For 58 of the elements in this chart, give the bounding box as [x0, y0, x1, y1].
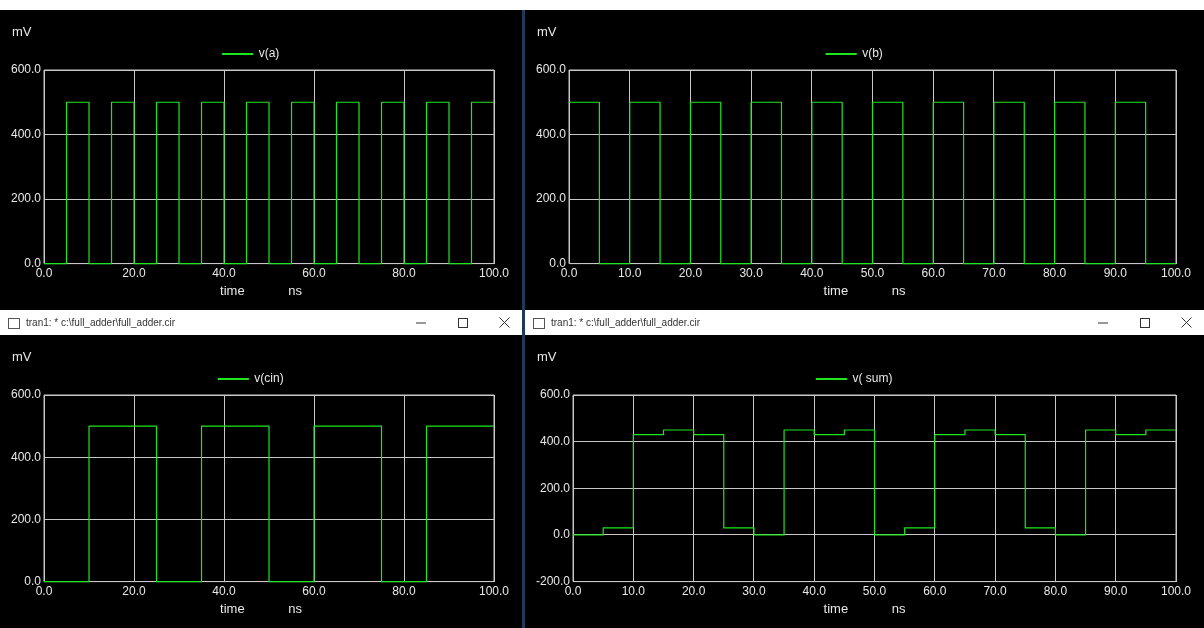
x-tick-label: 100.0 [1160, 266, 1192, 281]
y-tick-label: 600.0 [11, 62, 42, 77]
x-tick-label: 60.0 [302, 266, 327, 281]
x-tick-label: 20.0 [678, 266, 703, 281]
y-tick-label: 0.0 [553, 527, 571, 542]
x-tick-label: 50.0 [862, 584, 887, 599]
x-tick-label: 70.0 [982, 266, 1006, 281]
x-tick-label: 60.0 [921, 266, 946, 281]
x-tick-label: 80.0 [1042, 266, 1067, 281]
y-tick-label: 400.0 [11, 449, 42, 464]
x-tick-label: 90.0 [1103, 266, 1128, 281]
y-tick-label: 200.0 [536, 191, 567, 206]
x-tick-label: 40.0 [212, 266, 237, 281]
legend-label: v( sum) [852, 371, 893, 386]
x-tick-label: 20.0 [122, 266, 147, 281]
x-tick-label: 90.0 [1104, 584, 1128, 599]
x-tick-label: 80.0 [392, 266, 417, 281]
x-tick-label: 100.0 [1160, 584, 1192, 599]
x-axis-title: time ns [822, 601, 907, 616]
x-tick-label: 40.0 [802, 584, 827, 599]
x-tick-label: 60.0 [923, 584, 947, 599]
y-axis-title: mV [537, 349, 557, 364]
x-tick-label: 100.0 [478, 266, 510, 281]
y-tick-label: 400.0 [11, 126, 42, 141]
x-tick-label: 80.0 [1043, 584, 1068, 599]
y-axis-title: mV [12, 349, 32, 364]
y-tick-label: 400.0 [536, 126, 567, 141]
legend-label: v(a) [258, 46, 280, 61]
y-tick-label: 600.0 [11, 387, 42, 402]
y-axis-title: mV [537, 24, 557, 39]
y-tick-label: 0.0 [549, 255, 567, 270]
text: tran1: * c:\full_adder\full_adder.cir [26, 317, 175, 328]
x-tick-label: 80.0 [392, 584, 417, 599]
legend-label: v(cin) [254, 371, 284, 386]
y-tick-label: 400.0 [539, 433, 571, 448]
x-tick-label: 20.0 [122, 584, 147, 599]
x-tick-label: 70.0 [983, 584, 1008, 599]
x-axis-title: time ns [822, 283, 907, 298]
y-tick-label: 200.0 [11, 511, 42, 526]
x-tick-label: 60.0 [302, 584, 327, 599]
x-tick-label: 30.0 [742, 584, 766, 599]
x-tick-label: 50.0 [860, 266, 885, 281]
x-tick-label: 30.0 [739, 266, 764, 281]
y-tick-label: 600.0 [539, 387, 571, 402]
x-axis-title: time ns [219, 283, 303, 298]
y-tick-label: 200.0 [11, 191, 42, 206]
y-axis-title: mV [12, 24, 32, 39]
text: tran1: * c:\full_adder\full_adder.cir [551, 317, 700, 328]
x-tick-label: 10.0 [618, 266, 642, 281]
x-tick-label: 100.0 [478, 584, 510, 599]
y-tick-label: 600.0 [536, 62, 567, 77]
x-tick-label: 40.0 [212, 584, 237, 599]
x-tick-label: 10.0 [621, 584, 646, 599]
legend-label: v(b) [862, 46, 883, 61]
x-tick-label: 20.0 [681, 584, 706, 599]
x-axis-title: time ns [219, 601, 303, 616]
x-tick-label: 40.0 [800, 266, 824, 281]
y-tick-label: 200.0 [539, 480, 571, 495]
